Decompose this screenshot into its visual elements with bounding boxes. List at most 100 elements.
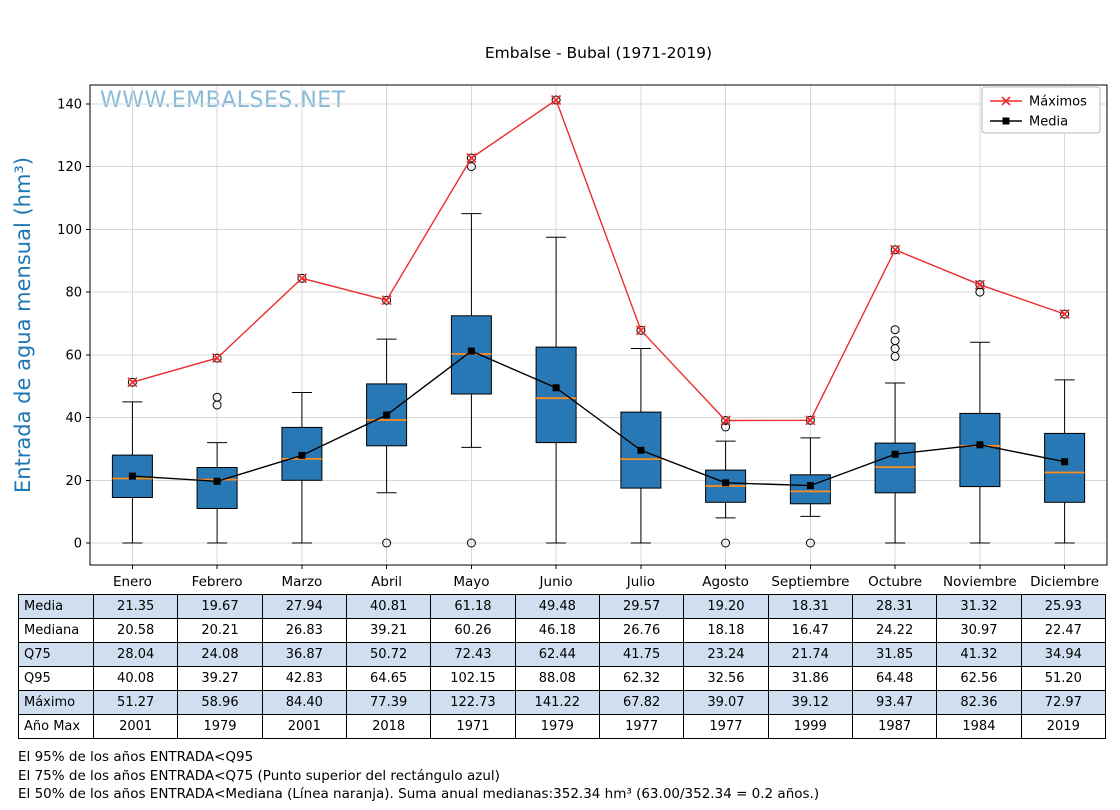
x-tick-label: Agosto — [702, 574, 749, 590]
outlier-point — [466, 538, 476, 548]
row-label: Media — [18, 594, 94, 619]
stats-table-body: Media 21.35 19.67 27.94 40.81 61.18 49.48 29.57… — [18, 594, 1107, 739]
maximos-marker — [635, 325, 646, 336]
table-cell: 28.31 — [851, 594, 938, 619]
table-cell: 31.86 — [767, 666, 853, 691]
media-marker — [467, 347, 475, 355]
table-cell: 72.97 — [1020, 690, 1107, 715]
x-tick-label: Septiembre — [771, 574, 849, 590]
table-cell: 23.24 — [683, 642, 769, 667]
outlier-point — [551, 95, 561, 105]
media-marker — [128, 472, 136, 480]
legend-label: Máximos — [1029, 95, 1087, 110]
maximos-marker — [212, 353, 223, 364]
table-row: Q95 40.08 39.27 42.83 64.65 102.15 88.08 62.32 3… — [18, 666, 1107, 691]
maximos-marker — [805, 415, 816, 426]
y-tick-label: 120 — [57, 160, 82, 175]
watermark: WWW.EMBALSES.NET — [100, 88, 346, 113]
table-cell: 28.04 — [92, 642, 179, 667]
x-tick-label: Diciembre — [1030, 574, 1099, 590]
table-cell: 21.74 — [767, 642, 853, 667]
outlier-point — [890, 336, 900, 346]
y-tick-label: 40 — [65, 411, 82, 426]
table-cell: 64.65 — [345, 666, 432, 691]
table-row: Máximo 51.27 58.96 84.40 77.39 122.73 141.22 67… — [18, 690, 1107, 715]
media-marker — [722, 479, 730, 487]
table-row: Media 21.35 19.67 27.94 40.81 61.18 49.48 29.57… — [18, 594, 1107, 619]
table-cell: 27.94 — [261, 594, 347, 619]
x-tick-label: Febrero — [192, 574, 243, 590]
media-marker — [806, 482, 814, 490]
boxplot-mayo — [450, 153, 492, 548]
table-cell: 88.08 — [514, 666, 600, 691]
table-cell: 31.85 — [851, 642, 938, 667]
boxplot-julio — [620, 325, 662, 544]
iqr-box — [959, 412, 1001, 488]
maximos-marker — [1059, 309, 1070, 320]
table-cell: 51.20 — [1020, 666, 1107, 691]
table-cell: 64.48 — [851, 666, 938, 691]
outlier-point — [636, 325, 646, 335]
table-cell: 16.47 — [767, 618, 853, 643]
table-row: Q75 28.04 24.08 36.87 50.72 72.43 62.44 41.75 23… — [18, 642, 1107, 667]
media-marker — [552, 384, 560, 392]
table-cell: 93.47 — [851, 690, 938, 715]
maximos-marker — [127, 377, 138, 388]
y-tick-label: 20 — [65, 474, 82, 489]
table-cell: 18.18 — [683, 618, 769, 643]
row-label: Q75 — [18, 642, 94, 667]
row-label: Año Max — [18, 714, 94, 739]
table-cell: 30.97 — [936, 618, 1022, 643]
table-cell: 31.32 — [936, 594, 1022, 619]
stats-table: Media 21.35 19.67 27.94 40.81 61.18 49.48 29.57… — [18, 594, 1107, 739]
table-cell: 2001 — [92, 714, 179, 739]
table-cell: 39.21 — [345, 618, 432, 643]
table-cell: 72.43 — [430, 642, 516, 667]
maximos-marker — [296, 273, 307, 284]
boxplot-septiembre — [789, 415, 831, 548]
outlier-point — [805, 538, 815, 548]
table-cell: 77.39 — [345, 690, 432, 715]
table-cell: 62.44 — [514, 642, 600, 667]
table-cell: 1999 — [767, 714, 853, 739]
x-tick-label: Julio — [626, 574, 655, 590]
outlier-point — [1060, 309, 1070, 319]
table-cell: 1979 — [514, 714, 600, 739]
legend-label: Media — [1029, 115, 1068, 130]
x-tick-label: Enero — [113, 574, 152, 590]
table-cell: 41.75 — [598, 642, 685, 667]
y-tick-label: 60 — [65, 348, 82, 363]
maximos-marker — [466, 152, 477, 164]
media-marker — [213, 477, 221, 485]
outlier-point — [721, 422, 731, 432]
row-label: Mediana — [18, 618, 94, 643]
iqr-box — [196, 467, 238, 509]
table-cell: 42.83 — [261, 666, 347, 691]
maximos-line — [132, 98, 1065, 422]
table-cell: 22.47 — [1020, 618, 1107, 643]
outlier-point — [382, 538, 392, 548]
table-cell: 2018 — [345, 714, 432, 739]
outlier-point — [466, 162, 476, 172]
iqr-box — [535, 346, 577, 444]
table-cell: 25.93 — [1020, 594, 1107, 619]
media-marker — [1061, 458, 1069, 466]
table-cell: 20.58 — [92, 618, 179, 643]
boxplot-chart: 0 20 40 60 80 100 120 140 Enero Febrero Marzo Abril… — [57, 84, 1108, 590]
table-cell: 2001 — [261, 714, 347, 739]
table-cell: 39.12 — [767, 690, 853, 715]
footnote-q95: El 95% de los años ENTRADA<Q95 — [18, 749, 254, 765]
table-cell: 1979 — [177, 714, 263, 739]
boxplot-noviembre — [959, 280, 1001, 544]
table-cell: 26.83 — [261, 618, 347, 643]
table-cell: 141.22 — [514, 690, 600, 715]
table-cell: 21.35 — [92, 594, 179, 619]
x-tick-label: Abril — [371, 574, 402, 590]
x-tick-label: Marzo — [281, 574, 322, 590]
outlier-point — [382, 295, 392, 305]
table-cell: 102.15 — [430, 666, 516, 691]
iqr-box — [789, 474, 831, 505]
iqr-box — [1044, 432, 1086, 503]
table-cell: 20.21 — [177, 618, 263, 643]
